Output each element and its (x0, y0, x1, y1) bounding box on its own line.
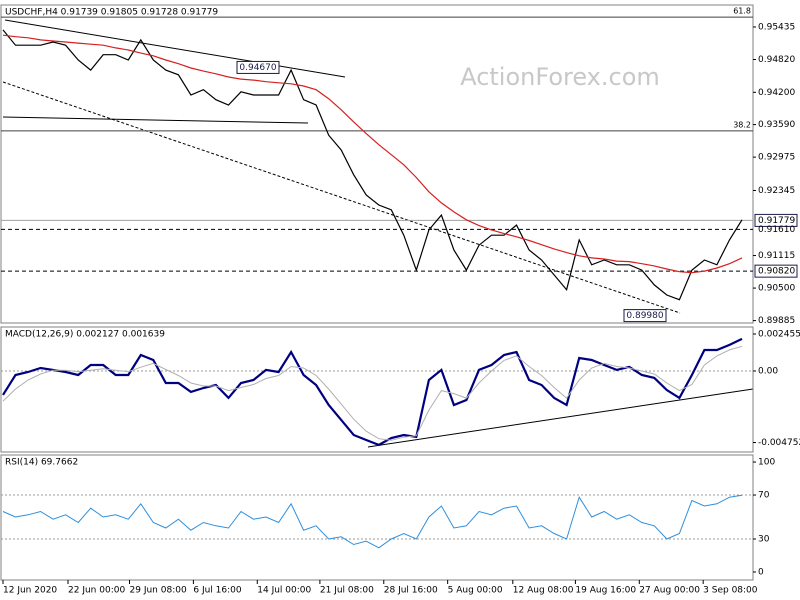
x-tick-label: 12 Aug 08:00 (513, 586, 574, 596)
trend-line (2, 81, 681, 314)
y-tick-label: 0.90500 (758, 284, 795, 294)
y-tick-label: 100 (758, 458, 775, 468)
annotation-label: 0.89980 (626, 311, 663, 321)
y-tick-label: 0.94820 (758, 55, 795, 65)
y-tick-label: 0.89885 (758, 316, 795, 326)
y-tick-label: 0.92345 (758, 186, 795, 196)
y-tick-label: 0.95435 (758, 22, 795, 32)
y-tick-label: 0 (758, 567, 764, 577)
x-tick-label: 29 Jun 08:00 (130, 586, 187, 596)
x-tick-label: 3 Sep 08:00 (703, 586, 758, 596)
y-tick-label: 70 (758, 491, 770, 501)
panel-title: RSI(14) 69.7662 (5, 458, 78, 468)
annotation-box (623, 309, 667, 323)
level-box (754, 213, 798, 227)
y-tick-label: 0.002455 (758, 330, 800, 340)
series-line (2, 345, 743, 441)
y-tick-label: 0.00 (758, 366, 778, 376)
panel-frame (0, 326, 754, 453)
y-tick-label: 0.93590 (758, 120, 795, 130)
series-line (2, 494, 743, 549)
x-tick-label: 19 Aug 16:00 (575, 586, 636, 596)
panel-frame (0, 454, 754, 581)
y-tick-label: -0.004752 (758, 438, 800, 448)
y-tick-label: 0.91115 (758, 251, 795, 261)
level-box (754, 264, 798, 278)
series-line (2, 29, 743, 301)
level-label: 0.90820 (758, 267, 795, 277)
series-line (2, 337, 743, 447)
fib-label: 38.2 (733, 120, 751, 129)
y-tick-label: 0.92975 (758, 153, 795, 163)
series-line (2, 34, 743, 274)
y-tick-label: 30 (758, 534, 770, 544)
y-tick-label: 0.94200 (758, 88, 795, 98)
panel-title: MACD(12,26,9) 0.002127 0.001639 (5, 330, 165, 340)
x-tick-label: 27 Aug 00:00 (639, 586, 700, 596)
level-label: 0.91610 (758, 225, 795, 235)
annotation-label: 0.94670 (239, 63, 276, 73)
trend-line (4, 19, 346, 78)
x-tick-label: 21 Jul 08:00 (320, 586, 374, 596)
trend-line (367, 388, 754, 448)
x-tick-label: 28 Jul 16:00 (384, 586, 438, 596)
panel-title: USDCHF,H4 0.91739 0.91805 0.91728 0.9177… (5, 8, 218, 18)
annotation-box (236, 60, 280, 74)
watermark: ActionForex.com (460, 63, 660, 91)
trend-line (2, 116, 309, 124)
x-tick-label: 5 Aug 00:00 (448, 586, 503, 596)
x-tick-label: 12 Jun 2020 (3, 586, 57, 596)
x-tick-label: 6 Jul 16:00 (193, 586, 242, 596)
fib-label: 61.8 (733, 7, 751, 16)
x-tick-label: 22 Jun 00:00 (68, 586, 125, 596)
x-tick-label: 14 Jul 00:00 (257, 586, 311, 596)
level-label: 0.91779 (758, 216, 795, 226)
panel-frame (0, 4, 754, 324)
